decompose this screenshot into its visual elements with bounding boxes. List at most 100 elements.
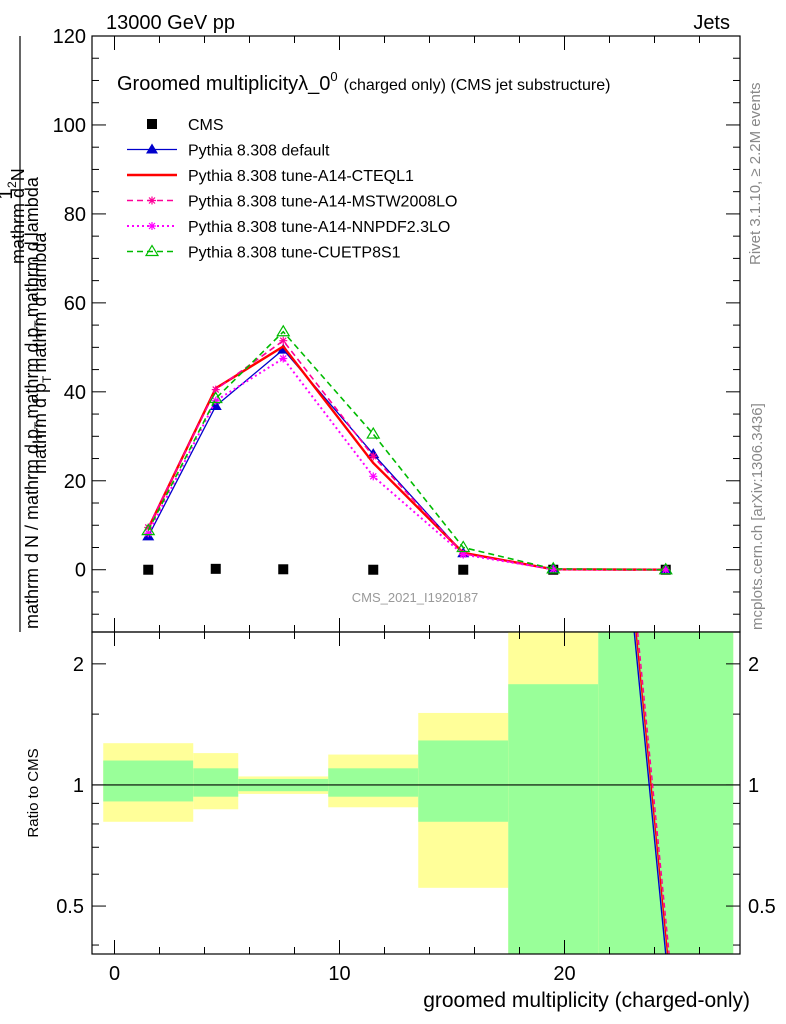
ratio-band-green — [508, 684, 599, 954]
ratio-x-ticks: 0 10 20 — [109, 632, 700, 985]
ratio-frame — [91, 631, 741, 955]
data-point — [658, 562, 673, 575]
data-point — [458, 564, 469, 575]
ratio-band-green — [328, 768, 419, 797]
ratio-series-line — [633, 631, 667, 955]
legend-marker — [148, 222, 156, 230]
data-point — [141, 523, 156, 536]
main-y-tick-label: 40 — [64, 382, 86, 404]
legend-marker — [146, 143, 158, 154]
main-y-label-den-sub1: T — [32, 421, 46, 429]
data-point — [144, 529, 153, 538]
ratio-band-green — [103, 760, 194, 802]
legend-label: Pythia 8.308 tune-A14-CTEQL1 — [188, 168, 414, 185]
main-y-label: 1 mathrm d N / mathrm d pTmathrm d pTmat… — [0, 36, 46, 632]
main-y-ticks: 0 20 40 60 80 100 120 — [53, 26, 740, 615]
main-y-tick-label: 100 — [53, 115, 86, 137]
ratio-band-green — [193, 768, 239, 797]
main-y-label-num2-sub: T — [40, 375, 54, 383]
mcplots-label: mcplots.cern.ch [arXiv:1306.3436] — [749, 403, 766, 630]
data-point — [279, 354, 288, 363]
main-y-label-one: 1 — [0, 188, 17, 199]
data-point — [276, 324, 291, 337]
main-y-tick-label: 20 — [64, 471, 86, 493]
analysis-label: CMS_2021_I1920187 — [352, 590, 479, 605]
chart-title-main: Groomed multiplicityλ_0 — [117, 73, 330, 95]
main-y-label-num2-tail: mathrm d lambda — [30, 232, 50, 373]
x-tick-label: 0 — [109, 963, 120, 985]
data-point — [208, 391, 223, 404]
main-x-ticks — [114, 36, 700, 632]
data-point — [459, 550, 468, 559]
data-point — [144, 523, 153, 532]
series-line — [147, 357, 666, 571]
data-point — [366, 426, 381, 439]
legend-label: Pythia 8.308 tune-A14-MSTW2008LO — [188, 194, 457, 211]
main-y-label-numerator-line2: mathrm d pTmathrm d lambda — [30, 232, 54, 474]
ratio-marks — [92, 631, 740, 955]
data-point — [549, 565, 558, 574]
main-y-label-den-sub2: T — [32, 320, 46, 328]
legend-label: Pythia 8.308 tune-A14-NNPDF2.3LO — [188, 219, 450, 236]
series-line — [147, 330, 666, 571]
legend-label: Pythia 8.308 default — [188, 143, 330, 160]
legend-marker — [148, 196, 156, 205]
ratio-series-line — [635, 631, 669, 955]
chart-title-tail: (charged only) (CMS jet substructure) — [344, 77, 611, 94]
legend-marker — [144, 244, 160, 257]
main-y-tick-label: 0 — [75, 560, 86, 582]
main-y-label-numerator-group: mathrm d2N mathrm d pTmathrm d lambda — [5, 168, 54, 474]
ratio-y-tick-label: 1 — [73, 775, 84, 797]
x-tick-label: 10 — [328, 963, 350, 985]
legend-label: CMS — [188, 117, 224, 134]
ratio-y-tick-label-right: 0.5 — [748, 896, 776, 918]
main-y-label-den-part3: mathrm d lambda — [22, 176, 42, 317]
ratio-panel: 0.5 0.5 1 1 2 2 0 10 20 Ratio to CMS groomed mu… — [25, 631, 776, 1012]
x-axis-label: groomed multiplicity (charged-only) — [423, 989, 750, 1012]
main-y-label-num-part1: mathrm d — [8, 188, 28, 264]
data-point — [143, 564, 154, 575]
data-point — [211, 385, 220, 394]
ratio-band-green — [418, 740, 509, 822]
ratio-y-tick-label: 0.5 — [56, 896, 84, 918]
main-y-label-num-sup: 2 — [5, 181, 19, 188]
data-point — [278, 564, 289, 575]
main-marks — [141, 324, 673, 575]
main-y-label-num-tail: N — [8, 168, 28, 181]
data-point — [369, 472, 378, 481]
chart-title: Groomed multiplicityλ_00 (charged only) (… — [117, 69, 610, 95]
legend-marker — [147, 119, 157, 129]
ratio-series-line — [636, 631, 670, 955]
ratio-y-tick-label: 2 — [73, 654, 84, 676]
ratio-band-green — [598, 632, 734, 954]
series-line — [147, 339, 666, 571]
ratio-y-tick-label-right: 2 — [748, 654, 759, 676]
main-y-label-denominator: mathrm d N / mathrm d pTmathrm d pTmathr… — [22, 176, 46, 629]
ratio-y-label: Ratio to CMS — [25, 748, 42, 837]
data-point — [456, 540, 471, 553]
process-label: Jets — [693, 12, 730, 34]
energy-label: 13000 GeV pp — [106, 12, 235, 34]
data-point — [369, 452, 378, 461]
main-y-label-den-part2: mathrm d p — [22, 328, 42, 419]
main-y-tick-label: 80 — [64, 204, 86, 226]
data-point — [210, 563, 221, 574]
series-line — [147, 344, 666, 571]
main-y-label-num2-part1: mathrm d p — [30, 383, 50, 474]
ratio-bands — [103, 632, 734, 954]
legend-label: Pythia 8.308 tune-CUETP8S1 — [188, 245, 401, 262]
data-point — [279, 336, 288, 345]
main-y-label-den-part1: mathrm d N / mathrm d p — [22, 429, 42, 629]
data-point — [368, 564, 379, 575]
chart-title-sup: 0 — [330, 69, 337, 84]
rivet-label: Rivet 3.1.10, ≥ 2.2M events — [747, 83, 764, 266]
data-point — [211, 396, 220, 405]
main-y-tick-label: 60 — [64, 293, 86, 315]
ratio-y-tick-label-right: 1 — [748, 775, 759, 797]
ratio-y-ticks: 0.5 0.5 1 1 2 2 — [56, 654, 776, 946]
main-y-label-numerator: mathrm d2N — [5, 168, 28, 264]
x-tick-label: 20 — [553, 963, 575, 985]
main-y-tick-label: 120 — [53, 26, 86, 48]
